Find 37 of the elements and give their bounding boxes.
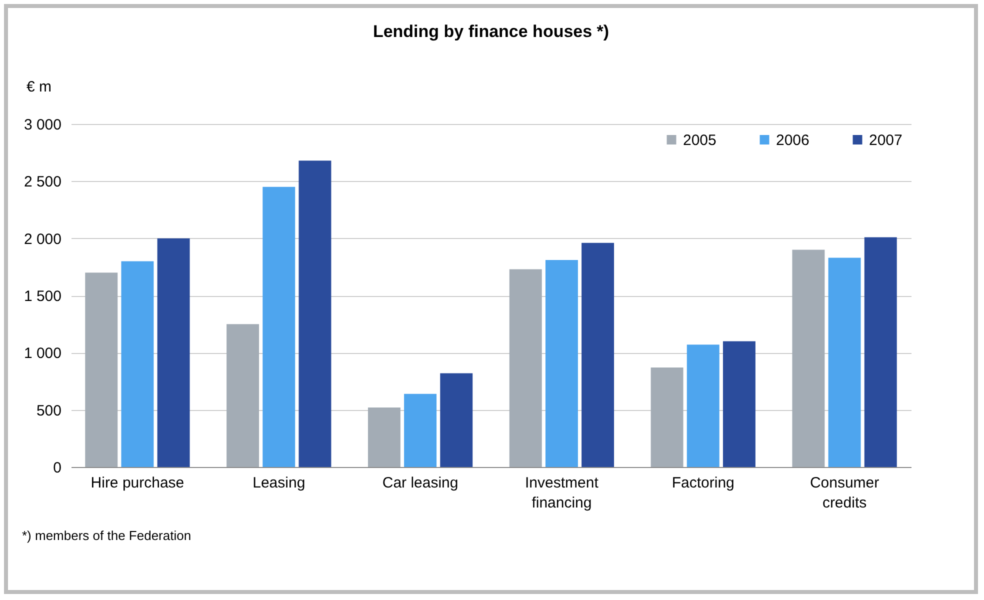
x-tick-label: Factoring [672, 474, 734, 492]
bar [121, 261, 154, 467]
bar [157, 238, 190, 467]
bar [722, 341, 756, 467]
bar [298, 160, 332, 467]
bar [509, 269, 542, 467]
y-tick-label: 2 500 [24, 174, 62, 191]
y-axis-title: € m [26, 78, 52, 96]
x-tick-label: Consumer credits [810, 474, 880, 512]
x-tick-label: Car leasing [382, 474, 458, 492]
bar [828, 258, 861, 467]
bar [864, 237, 897, 467]
y-tick-label: 2 000 [24, 230, 62, 248]
bar [650, 368, 684, 467]
y-tick-label: 500 [36, 402, 62, 420]
x-tick-label: Leasing [252, 474, 306, 492]
x-tick-label: Hire purchase [90, 474, 184, 492]
bar [582, 242, 614, 467]
text: *) members of the Federation [22, 528, 192, 543]
bar [368, 408, 400, 467]
bar [262, 186, 296, 467]
legend-label: 2007 [869, 132, 902, 149]
y-tick-label: 1 500 [24, 288, 62, 305]
y-tick-label: 3 000 [24, 116, 62, 134]
bar [686, 344, 720, 467]
bar [792, 250, 825, 467]
y-tick-label: 1 000 [24, 345, 62, 362]
y-tick-label: 0 [53, 460, 62, 476]
legend-label: 2006 [776, 132, 810, 149]
legend-label: 2005 [683, 132, 716, 149]
bar [85, 272, 118, 467]
bar [440, 373, 473, 467]
chart-title: Lending by finance houses *) [372, 22, 610, 41]
bar [404, 394, 437, 467]
bar [226, 324, 260, 467]
x-tick-label: Investment financing [525, 474, 600, 512]
bar [545, 260, 578, 467]
